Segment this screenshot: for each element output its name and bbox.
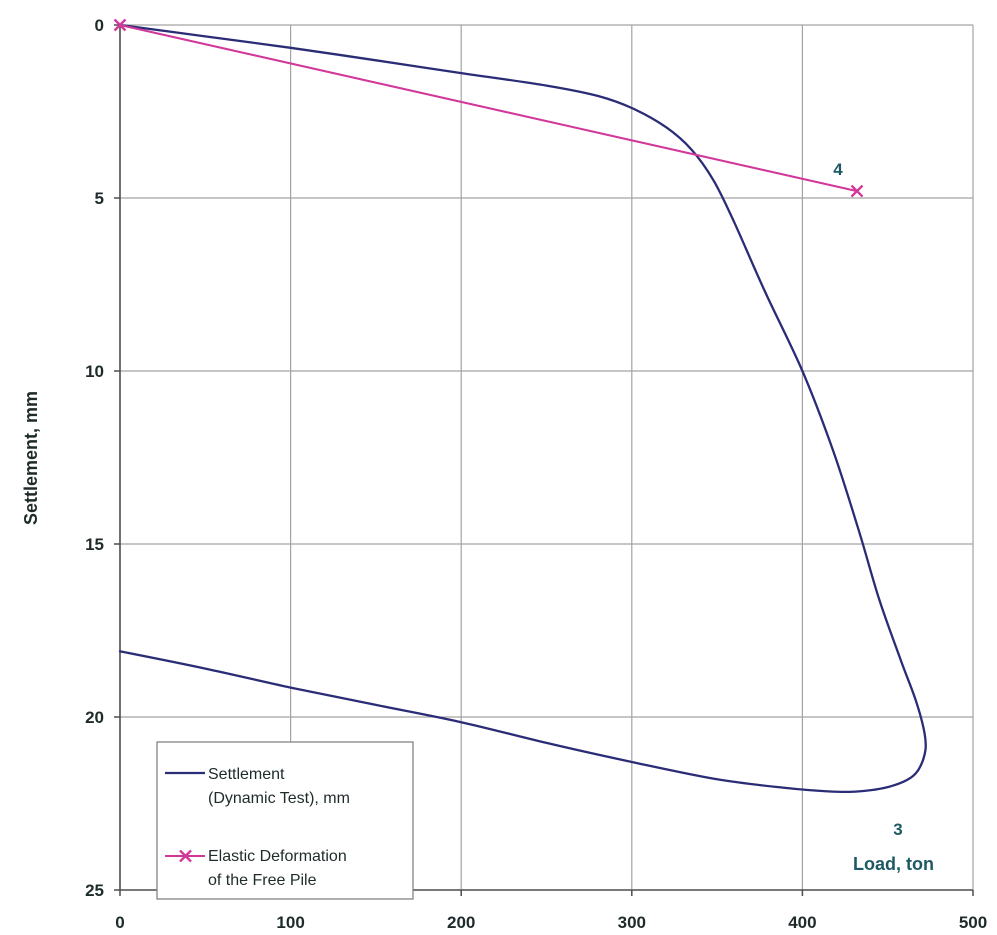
tick-labels: 0 100 200 300 400 500 0 5 10 15 20 25: [85, 16, 987, 932]
y-tick-label: 0: [95, 16, 104, 35]
y-tick-label: 20: [85, 708, 104, 727]
series-line-2: [119, 24, 858, 193]
legend-box: [156, 741, 414, 900]
y-tick-label: 10: [85, 362, 104, 381]
x-tick-label: 500: [959, 913, 987, 932]
y-tick-label: 15: [85, 535, 104, 554]
legend-label-line: (Dynamic Test), mm: [208, 790, 350, 807]
legend-label-line: Settlement: [208, 766, 285, 783]
x-tick-label: 300: [618, 913, 646, 932]
x-tick-label: 100: [276, 913, 304, 932]
legend-x-marker-icon: [179, 849, 192, 863]
legend-entry-elastic-deformation: Elastic Deformation of the Free Pile: [165, 848, 347, 889]
annotation-label: 4: [833, 160, 843, 179]
x-tick-label: 200: [447, 913, 475, 932]
legend-entry-settlement: Settlement (Dynamic Test), mm: [165, 766, 350, 807]
x-tick-label: 400: [788, 913, 816, 932]
y-tick-label: 5: [95, 189, 104, 208]
series-group: [113, 18, 927, 794]
series-2-x-marker: [113, 18, 127, 32]
x-axis-title: Load, ton: [853, 854, 934, 874]
series-2-x-marker: [850, 184, 864, 198]
legend-label-line: Elastic Deformation: [208, 848, 347, 865]
x-tick-label: 0: [115, 913, 124, 932]
grid-lines: [120, 24, 974, 890]
series-line-1: [118, 23, 927, 794]
y-axis-title: Settlement, mm: [21, 391, 41, 525]
annotation-label: 3: [893, 820, 902, 839]
y-tick-label: 25: [85, 881, 104, 900]
legend-label-line: of the Free Pile: [208, 872, 317, 889]
legend: Settlement (Dynamic Test), mm Elastic De…: [156, 741, 414, 900]
